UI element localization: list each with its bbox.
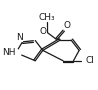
Text: CH₃: CH₃ [38, 13, 55, 22]
Text: O: O [63, 21, 70, 30]
Text: O: O [40, 27, 47, 36]
Text: Cl: Cl [85, 56, 94, 65]
Text: NH: NH [2, 48, 16, 57]
Text: N: N [16, 33, 23, 42]
